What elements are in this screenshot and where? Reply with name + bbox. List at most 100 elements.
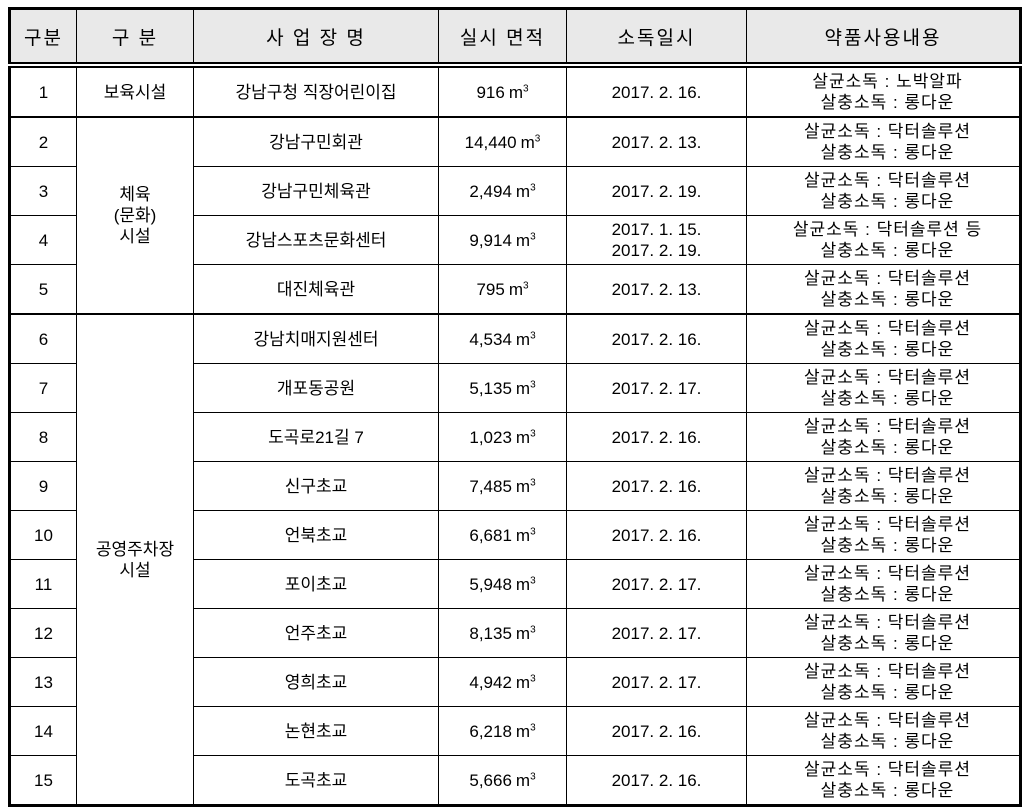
chemicals-cell: 살균소독 : 닥터솔루션 살충소독 : 롱다운 xyxy=(746,264,1021,315)
site-name-cell: 신구초교 xyxy=(193,461,439,511)
row-no-cell: 11 xyxy=(9,559,77,609)
chemicals-cell-line: 살충소독 : 롱다운 xyxy=(820,389,955,408)
chemicals-cell-line: 살충소독 : 롱다운 xyxy=(820,93,955,112)
area-unit: m3 xyxy=(515,427,536,447)
area-unit: m3 xyxy=(515,525,536,545)
date-cell-line: 2017. 2. 16. xyxy=(611,770,702,790)
date-cell: 2017. 2. 16. xyxy=(566,510,747,560)
site-name-cell: 강남구청 직장어린이집 xyxy=(193,64,439,118)
chemicals-cell-line: 살균소독 : 닥터솔루션 xyxy=(804,760,971,779)
date-cell-line: 2017. 2. 19. xyxy=(611,241,702,260)
table-row: 3 강남구민체육관 2,494 m3 2017. 2. 19. 살균소독 : 닥터솔루션 살… xyxy=(9,166,1021,216)
chemicals-cell-line: 살균소독 : 닥터솔루션 xyxy=(804,515,971,534)
site-name-cell-line: 강남구민회관 xyxy=(269,132,363,152)
row-no-cell-line: 15 xyxy=(34,770,53,790)
date-cell: 2017. 2. 16. xyxy=(566,706,747,756)
area-cell: 6,218 m3 xyxy=(438,706,567,756)
area-cell: 6,681 m3 xyxy=(438,510,567,560)
chemicals-cell-line: 살충소독 : 롱다운 xyxy=(820,241,955,260)
chemicals-cell-line: 살충소독 : 롱다운 xyxy=(820,634,955,653)
area-cell: 916 m3 xyxy=(438,64,567,118)
row-no-cell-line: 7 xyxy=(38,378,49,398)
chemicals-cell-line: 살충소독 : 롱다운 xyxy=(820,438,955,457)
date-cell: 2017. 2. 17. xyxy=(566,608,747,658)
table-row: 15 도곡초교 5,666 m3 2017. 2. 16. 살균소독 : 닥터솔루션 살충소… xyxy=(9,755,1021,806)
chemicals-cell: 살균소독 : 닥터솔루션 살충소독 : 롱다운 xyxy=(746,755,1021,806)
date-cell-line: 2017. 2. 19. xyxy=(611,181,702,201)
chemicals-cell: 살균소독 : 닥터솔루션 살충소독 : 롱다운 xyxy=(746,116,1021,167)
site-name-cell-line: 영희초교 xyxy=(284,672,348,692)
date-cell-line: 2017. 2. 16. xyxy=(611,721,702,741)
chemicals-cell-line: 살균소독 : 닥터솔루션 xyxy=(804,171,971,190)
site-name-cell-line: 도곡로21길 7 xyxy=(268,427,364,447)
chemicals-cell-line: 살균소독 : 닥터솔루션 xyxy=(804,711,971,730)
table-row: 9 신구초교 7,485 m3 2017. 2. 16. 살균소독 : 닥터솔루션 살충소독… xyxy=(9,461,1021,511)
area-unit: m3 xyxy=(515,230,536,250)
chemicals-cell-line: 살충소독 : 롱다운 xyxy=(820,340,955,359)
site-name-cell: 언북초교 xyxy=(193,510,439,560)
row-no-cell: 6 xyxy=(9,313,77,364)
area-cell: 4,534 m3 xyxy=(438,313,567,364)
chemicals-cell-line: 살충소독 : 롱다운 xyxy=(820,487,955,506)
row-no-cell-line: 4 xyxy=(38,230,49,250)
col-header-area: 실시 면적 xyxy=(438,8,567,68)
date-cell: 2017. 2. 16. xyxy=(566,313,747,364)
chemicals-cell-line: 살균소독 : 닥터솔루션 xyxy=(804,662,971,681)
date-cell: 2017. 2. 19. xyxy=(566,166,747,216)
area-cell: 8,135 m3 xyxy=(438,608,567,658)
site-name-cell-line: 강남스포츠문화센터 xyxy=(245,230,387,250)
table-row: 8 도곡로21길 7 1,023 m3 2017. 2. 16. 살균소독 : 닥터솔루션… xyxy=(9,412,1021,462)
chemicals-cell: 살균소독 : 닥터솔루션 살충소독 : 롱다운 xyxy=(746,166,1021,216)
date-cell-line: 2017. 2. 16. xyxy=(611,476,702,496)
area-cell: 2,494 m3 xyxy=(438,166,567,216)
chemicals-cell-line: 살충소독 : 롱다운 xyxy=(820,290,955,309)
row-no-cell: 15 xyxy=(9,755,77,806)
category-cell-line: 체육 xyxy=(119,185,151,204)
chemicals-cell: 살균소독 : 닥터솔루션 살충소독 : 롱다운 xyxy=(746,461,1021,511)
area-unit: m3 xyxy=(515,721,536,741)
chemicals-cell: 살균소독 : 닥터솔루션 등 살충소독 : 롱다운 xyxy=(746,215,1021,265)
chemicals-cell: 살균소독 : 닥터솔루션 살충소독 : 롱다운 xyxy=(746,559,1021,609)
row-no-cell-line: 10 xyxy=(34,525,53,545)
date-cell: 2017. 2. 17. xyxy=(566,657,747,707)
site-name-cell: 도곡로21길 7 xyxy=(193,412,439,462)
col-header-chemicals: 약품사용내용 xyxy=(746,8,1021,68)
site-name-cell: 언주초교 xyxy=(193,608,439,658)
area-unit: m3 xyxy=(515,623,536,643)
chemicals-cell-line: 살균소독 : 닥터솔루션 xyxy=(804,417,971,436)
chemicals-cell-line: 살균소독 : 닥터솔루션 xyxy=(804,368,971,387)
date-cell: 2017. 2. 16. xyxy=(566,755,747,806)
date-cell: 2017. 2. 17. xyxy=(566,363,747,413)
table-row: 11 포이초교 5,948 m3 2017. 2. 17. 살균소독 : 닥터솔루션 살충소… xyxy=(9,559,1021,609)
chemicals-cell: 살균소독 : 닥터솔루션 살충소독 : 롱다운 xyxy=(746,510,1021,560)
table-body: 1 보육시설 강남구청 직장어린이집 916 m3 2017. 2. 16. 살균소독 : … xyxy=(9,64,1021,806)
area-cell: 5,666 m3 xyxy=(438,755,567,806)
chemicals-cell-line: 살충소독 : 롱다운 xyxy=(820,585,955,604)
table-row: 4 강남스포츠문화센터 9,914 m3 2017. 1. 15. 2017. 2. 19… xyxy=(9,215,1021,265)
area-cell: 9,914 m3 xyxy=(438,215,567,265)
area-unit: m3 xyxy=(515,329,536,349)
area-cell: 5,135 m3 xyxy=(438,363,567,413)
area-unit: m3 xyxy=(520,132,541,152)
chemicals-cell: 살균소독 : 닥터솔루션 살충소독 : 롱다운 xyxy=(746,706,1021,756)
row-no-cell-line: 1 xyxy=(38,82,49,102)
area-unit: m3 xyxy=(508,82,529,102)
col-header-category: 구 분 xyxy=(76,8,194,68)
row-no-cell-line: 2 xyxy=(38,132,49,152)
disinfection-report-table: 구분 구 분 사 업 장 명 실시 면적 소독일시 약품사용내용 1 보육시설 강남… xyxy=(8,7,1022,807)
row-no-cell-line: 6 xyxy=(38,329,49,349)
area-cell: 7,485 m3 xyxy=(438,461,567,511)
table-row: 13 영희초교 4,942 m3 2017. 2. 17. 살균소독 : 닥터솔루션 살충소… xyxy=(9,657,1021,707)
category-cell: 보육시설 xyxy=(76,64,194,118)
table-row: 12 언주초교 8,135 m3 2017. 2. 17. 살균소독 : 닥터솔루션 살충소… xyxy=(9,608,1021,658)
area-unit: m3 xyxy=(508,279,529,299)
row-no-cell-line: 3 xyxy=(38,181,49,201)
site-name-cell: 강남스포츠문화센터 xyxy=(193,215,439,265)
chemicals-cell: 살균소독 : 노박알파 살충소독 : 롱다운 xyxy=(746,64,1021,118)
site-name-cell: 영희초교 xyxy=(193,657,439,707)
site-name-cell: 개포동공원 xyxy=(193,363,439,413)
area-unit: m3 xyxy=(515,476,536,496)
date-cell-line: 2017. 2. 13. xyxy=(611,279,702,299)
